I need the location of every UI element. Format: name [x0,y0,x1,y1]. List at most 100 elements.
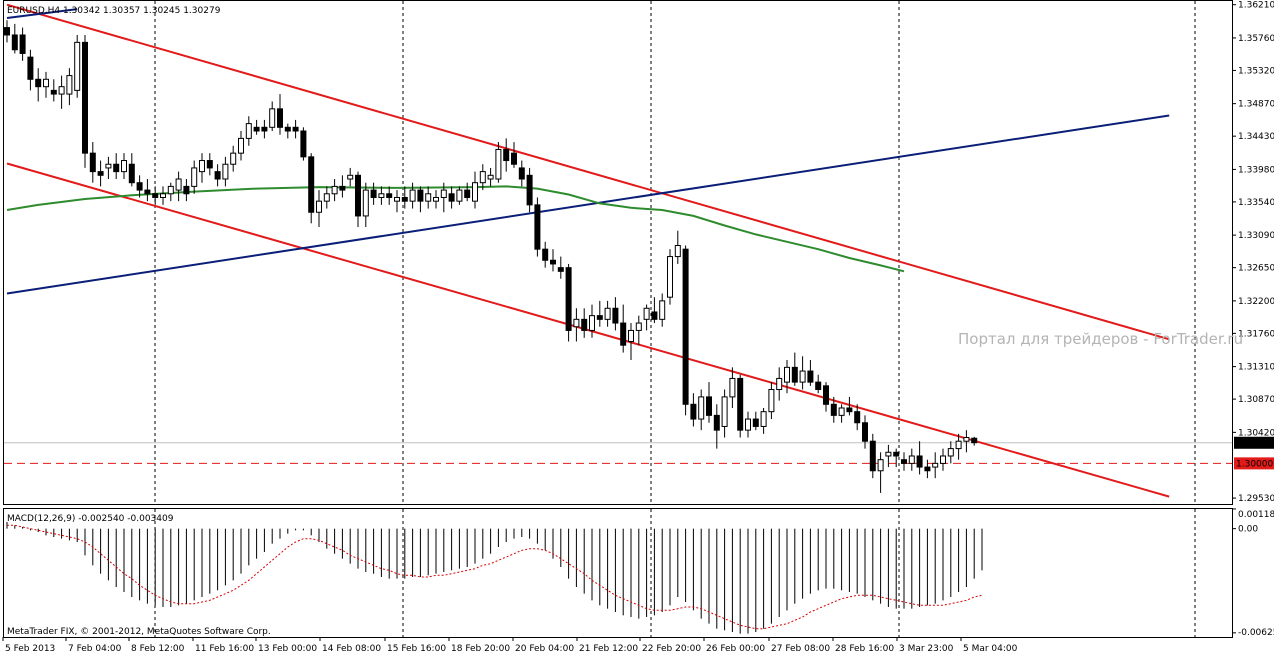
x-tick-label: 21 Feb 12:00 [579,644,638,654]
candle [838,404,845,423]
candle [659,293,666,327]
macd-pane-frame [3,508,1233,638]
macd-layer [6,522,983,634]
candle [50,79,57,102]
candle-body-bear [464,189,471,198]
candle [27,49,34,91]
candle [596,300,603,327]
candle [737,374,744,438]
candle-body-bear [869,440,876,472]
candle-body-bull [940,455,946,464]
candle [682,245,689,416]
y-tick-label: 1.30870 [1238,395,1274,405]
candle [932,452,939,479]
candle [503,138,510,172]
candle [721,389,728,438]
candle-body-bull [58,86,65,95]
candle-body-bull [885,451,892,457]
macd-y-tick-label: 0.001183 [1238,510,1274,520]
candle [651,297,658,324]
candle-body-bear [448,193,455,202]
candle-body-bull [760,411,767,427]
symbol-header: EURUSD,H4 1.30342 1.30357 1.30245 1.3027… [7,6,221,16]
candle-body-bear [713,414,720,431]
candle [604,300,611,327]
candle-body-bull [784,366,790,383]
candle-body-bull [409,189,416,202]
candle [355,171,361,228]
candle [487,167,494,187]
candle [191,160,198,194]
candle-body-bear [542,248,549,261]
candle-body-bear [503,148,510,162]
candle-body-bull [269,108,276,128]
candle-body-bull [659,300,666,320]
candle-body-bear [752,418,759,427]
candle [768,382,775,420]
candle [222,156,229,187]
y-tick-label: 1.33090 [1238,231,1274,241]
candle-body-bull [932,462,939,468]
candle [214,164,221,187]
candle [378,186,385,205]
candle-body-bull [479,171,486,184]
candle [752,411,759,431]
channel-upper-line [6,3,1170,341]
candle [58,75,65,109]
y-tick-label: 1.36210 [1238,1,1274,11]
x-tick-label: 27 Feb 08:00 [771,644,830,654]
candle-body-bear [924,466,931,472]
y-tick-label: 1.35320 [1238,66,1274,76]
candle-body-bear [550,259,556,265]
candle-body-bear [581,318,588,331]
candle-body-bear [214,171,221,180]
main-pane-frame [3,0,1233,505]
candle-body-bear [823,385,829,405]
candle [362,182,369,228]
candle [674,230,681,264]
candle [908,448,915,471]
candle [277,94,283,135]
candle [66,68,73,106]
candle-body-bear [284,126,291,132]
y-tick-label: 1.32650 [1238,264,1274,274]
candle-body-bull [230,152,237,165]
candle [947,441,954,464]
y-tick-label: 1.35760 [1238,34,1274,44]
candle-body-bear [651,311,658,320]
candle [550,249,556,272]
macd-signal-line [7,524,983,630]
candle-body-bull [191,167,198,187]
candle-body-bull [245,123,252,139]
candle-body-bull [323,193,330,202]
candle-body-bear [19,34,26,54]
candle [128,153,135,187]
candle-body-bull [331,185,338,195]
candle [885,444,892,468]
candlestick-layer [4,20,978,493]
candle [167,182,174,202]
macd-y-tick-label: 0.00 [1238,525,1258,535]
candle [308,153,315,224]
candle [35,68,42,102]
candle-body-bull [167,185,174,195]
candle [628,323,634,360]
y-tick-label: 1.33540 [1238,198,1274,208]
candle-body-bear [893,451,900,457]
candle-body-bear [565,267,572,331]
candle [815,374,822,394]
candle [199,153,205,183]
candle [331,179,338,202]
x-tick-label: 26 Feb 00:00 [706,644,765,654]
candle [557,256,564,279]
candle-body-bull [573,318,580,328]
candle [300,127,307,161]
level-price-label: 1.30000 [1236,459,1273,469]
candle-body-bear [854,411,861,424]
candle [238,130,244,161]
candle [230,145,237,172]
candle-body-bear [253,126,260,132]
candle-body-bull [495,148,502,180]
